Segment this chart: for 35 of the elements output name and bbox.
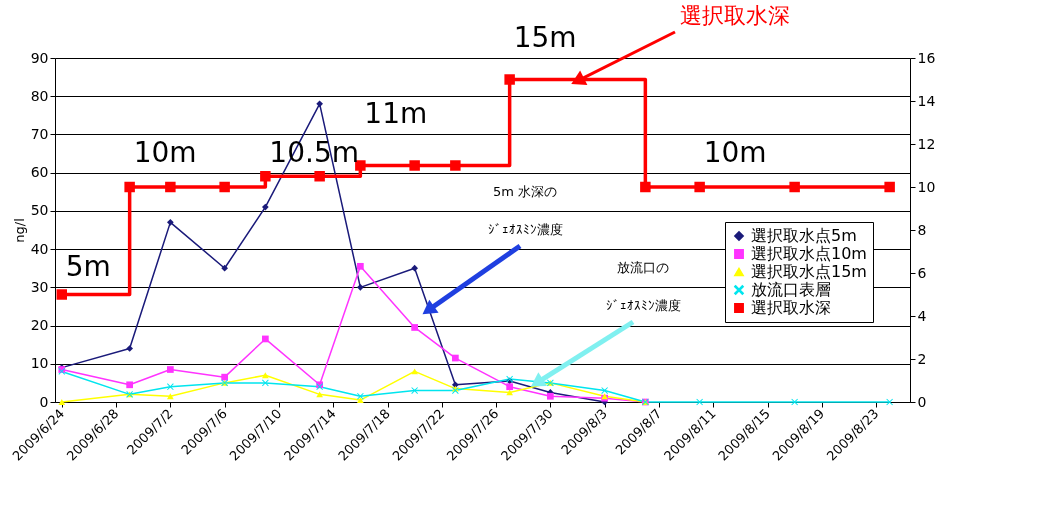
legend-label: 選択取水深: [751, 298, 831, 317]
data-label: 15m: [513, 21, 577, 54]
y2-tick-label: 0: [917, 393, 927, 410]
y-tick-label: 80: [30, 87, 49, 104]
y2-tick-label: 10: [917, 178, 936, 195]
y2-tick-label: 4: [917, 307, 927, 324]
y-tick-label: 0: [39, 393, 49, 410]
y-tick-label: 30: [30, 278, 49, 295]
y-tick-label: 20: [30, 317, 49, 334]
legend-label: 選択取水点15m: [751, 262, 867, 281]
annotation: 選択取水深: [680, 3, 790, 28]
y-tick-label: 40: [30, 240, 49, 257]
legend-label: 放流口表層: [751, 280, 831, 299]
y2-tick-label: 14: [917, 92, 936, 109]
y2-tick-label: 8: [917, 221, 927, 238]
y2-tick-label: 12: [917, 135, 936, 152]
y-tick-label: 90: [30, 49, 49, 66]
legend-label: 選択取水点5m: [751, 226, 857, 245]
data-label: 10m: [703, 135, 767, 169]
annotation: ｼﾞｪｵｽﾐﾝ濃度: [487, 222, 563, 237]
annotation: ｼﾞｪｵｽﾐﾝ濃度: [605, 298, 681, 313]
y-axis-title: ng/l: [11, 218, 27, 243]
annotation: 5m 水深の: [492, 184, 558, 199]
legend-label: 選択取水点10m: [751, 244, 867, 263]
y-tick-label: 70: [30, 125, 49, 142]
y-tick-label: 10: [30, 355, 49, 372]
y-tick-label: 60: [30, 164, 49, 181]
y-tick-label: 50: [30, 202, 49, 219]
y2-tick-label: 2: [917, 350, 927, 367]
y2-tick-label: 16: [917, 49, 936, 66]
annotation: 放流口の: [617, 260, 669, 275]
data-label: 11m: [364, 97, 428, 131]
data-label: 5m: [65, 250, 111, 284]
y2-tick-label: 6: [917, 264, 927, 281]
data-label: 10m: [133, 135, 197, 169]
